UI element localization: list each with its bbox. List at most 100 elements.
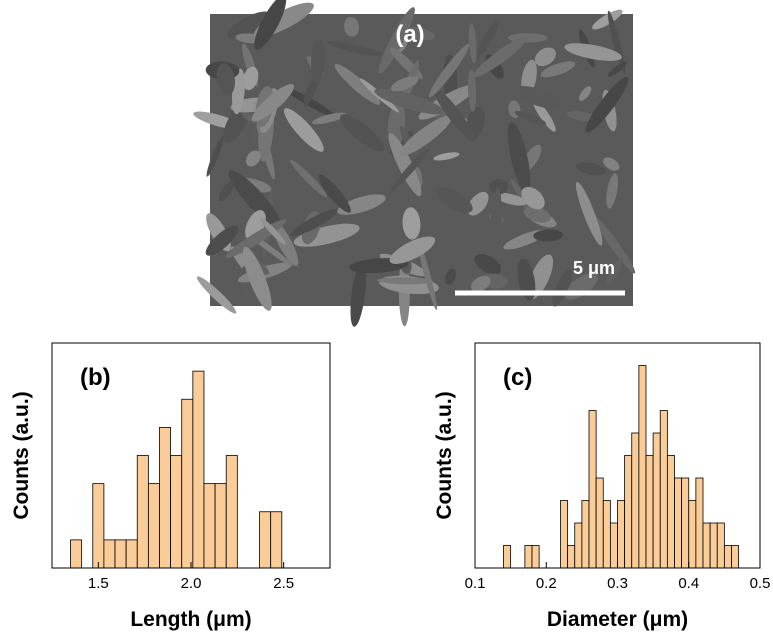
texture	[534, 47, 556, 67]
bar	[602, 500, 611, 569]
texture	[242, 66, 259, 91]
x-axis-label: Diameter (μm)	[547, 608, 688, 631]
texture	[205, 225, 239, 256]
texture	[533, 229, 564, 242]
texture	[283, 108, 324, 152]
bar	[588, 410, 597, 569]
texture	[490, 187, 502, 259]
texture	[592, 214, 636, 274]
bar	[103, 539, 116, 569]
texture	[575, 162, 606, 176]
texture	[389, 236, 436, 264]
bar	[609, 522, 618, 569]
x-tick-label: 0.4	[678, 575, 699, 592]
bar	[645, 455, 654, 569]
texture	[374, 88, 445, 115]
texture	[290, 208, 338, 237]
bar	[652, 432, 661, 569]
texture	[218, 180, 235, 202]
bar	[666, 455, 675, 569]
texture	[483, 85, 502, 112]
bar	[567, 545, 576, 569]
x-tick-label: 0.1	[465, 575, 486, 592]
texture	[251, 84, 295, 122]
bar	[574, 522, 583, 569]
texture	[552, 269, 572, 307]
y-axis-label: Counts (a.u.)	[10, 391, 33, 519]
texture	[608, 61, 628, 77]
x-tick-label: 2.0	[181, 575, 202, 592]
texture	[579, 86, 592, 101]
panel-label: (a)	[395, 21, 424, 48]
texture	[231, 68, 245, 115]
texture	[327, 41, 384, 56]
texture	[575, 181, 603, 246]
bar	[503, 545, 512, 569]
texture	[435, 187, 473, 213]
x-tick-label: 2.5	[273, 575, 294, 592]
texture	[334, 64, 381, 105]
bar	[688, 500, 697, 569]
texture	[402, 207, 421, 240]
texture	[388, 133, 422, 197]
texture	[227, 11, 271, 39]
texture	[606, 258, 624, 284]
texture	[216, 62, 236, 95]
texture	[507, 121, 531, 194]
texture	[474, 20, 499, 61]
bar	[524, 545, 533, 569]
bar	[125, 539, 138, 569]
texture	[517, 258, 536, 301]
texture	[433, 87, 476, 143]
bar	[723, 545, 732, 569]
texture	[318, 174, 351, 213]
bar	[674, 477, 683, 569]
texture	[254, 0, 287, 50]
texture	[378, 7, 415, 74]
texture	[474, 254, 502, 275]
x-tick-label: 0.2	[536, 575, 557, 592]
y-axis-label: Counts (a.u.)	[433, 391, 456, 519]
bar	[92, 483, 105, 569]
texture	[592, 9, 623, 30]
texture	[489, 179, 508, 195]
bar	[595, 477, 604, 569]
texture	[223, 103, 250, 143]
bar	[170, 455, 183, 569]
bar	[225, 455, 238, 569]
texture	[290, 159, 328, 198]
bar	[681, 477, 690, 569]
bar	[709, 522, 718, 569]
texture	[377, 277, 433, 285]
texture	[470, 275, 491, 292]
texture	[514, 110, 547, 125]
texture	[433, 152, 460, 161]
texture	[467, 191, 489, 216]
texture	[350, 262, 367, 327]
texture	[532, 98, 556, 132]
x-axis-label: Length (μm)	[130, 608, 251, 631]
bar	[695, 477, 704, 569]
bar	[631, 432, 640, 569]
texture	[390, 148, 429, 192]
bar	[638, 365, 647, 569]
texture	[259, 217, 286, 245]
texture	[402, 27, 436, 41]
bar	[560, 500, 569, 569]
texture	[540, 61, 576, 78]
bar	[731, 545, 740, 569]
bar	[147, 483, 160, 569]
texture	[340, 114, 385, 152]
texture	[399, 115, 452, 156]
texture	[344, 16, 360, 37]
texture	[245, 150, 261, 167]
texture	[585, 76, 629, 133]
texture	[242, 246, 272, 311]
bar	[531, 545, 540, 569]
x-tick-label: 0.3	[607, 575, 628, 592]
texture	[467, 69, 477, 113]
texture	[523, 206, 551, 223]
bar	[581, 500, 590, 569]
bar	[702, 522, 711, 569]
